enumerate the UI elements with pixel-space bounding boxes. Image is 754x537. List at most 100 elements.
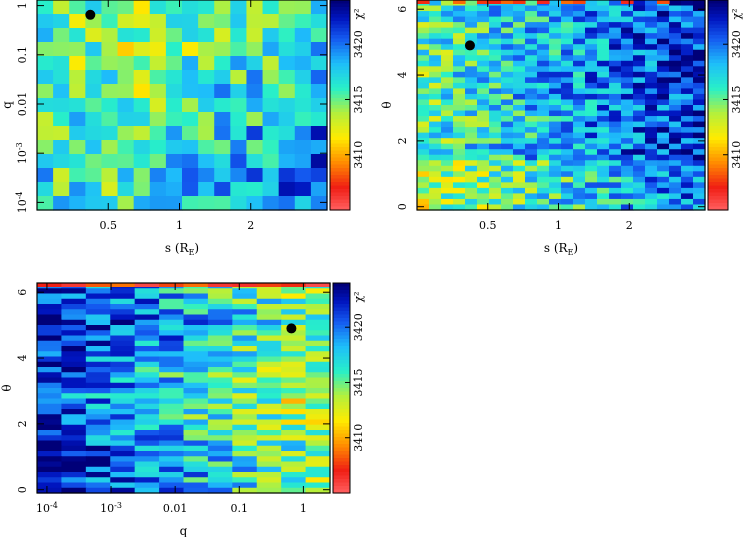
heatmap-cell: [441, 143, 454, 150]
heatmap-cell: [597, 132, 610, 139]
colorbar-segment: [330, 178, 350, 183]
heatmap-cell: [513, 11, 526, 18]
heatmap-cell: [573, 88, 586, 95]
heatmap-cell: [645, 138, 658, 145]
heatmap-cell: [37, 482, 63, 489]
colorbar-segment: [708, 129, 728, 134]
heatmap-cell: [165, 168, 183, 183]
heatmap-cell: [246, 56, 264, 71]
colorbar-segment: [708, 108, 728, 113]
heatmap-cell: [159, 325, 185, 331]
heatmap-cell: [232, 330, 258, 337]
heatmap-cell: [232, 372, 258, 379]
heatmap-cell: [256, 430, 282, 436]
heatmap-cell: [693, 82, 706, 90]
heatmap-cell: [134, 456, 160, 463]
heatmap-cell: [305, 461, 331, 468]
heatmap-cell: [681, 5, 694, 12]
heatmap-cell: [232, 409, 258, 415]
heatmap-cell: [165, 14, 183, 29]
heatmap-cell: [489, 93, 502, 101]
heatmap-cell: [232, 309, 258, 316]
heatmap-cell: [441, 171, 454, 178]
heatmap-cell: [256, 472, 282, 478]
heatmap-cell: [597, 182, 610, 189]
heatmap-cell: [465, 132, 478, 139]
heatmap-cell: [621, 5, 634, 12]
colorbar-segment: [333, 356, 350, 361]
colorbar-segment: [330, 0, 350, 5]
heatmap-cell: [561, 82, 574, 90]
heatmap-cell: [134, 351, 160, 358]
x-axis-label: s (RE): [544, 241, 578, 257]
heatmap-cell: [429, 11, 442, 18]
heatmap-cell: [429, 99, 442, 106]
heatmap-cell: [693, 154, 706, 161]
heatmap-cell: [85, 435, 111, 442]
heatmap-cell: [621, 77, 634, 84]
heatmap-cell: [256, 451, 282, 457]
heatmap-cells: [417, 0, 706, 211]
heatmap-cell: [537, 121, 550, 128]
heatmap-cell: [101, 126, 119, 141]
heatmap-cell: [207, 372, 233, 379]
heatmap-cell: [693, 44, 706, 51]
heatmap-cell: [207, 356, 233, 363]
heatmap-cell: [232, 361, 258, 368]
heatmap-cell: [585, 182, 598, 189]
heatmap-cell: [489, 138, 502, 145]
heatmap-cell: [573, 77, 586, 84]
heatmap-cell: [453, 0, 466, 4]
heatmap-cell: [198, 140, 215, 155]
heatmap-cell: [621, 22, 634, 29]
heatmap-cell: [183, 361, 209, 368]
heatmap-cell: [693, 38, 706, 45]
heatmap-cell: [453, 5, 466, 12]
heatmap-cell: [513, 149, 526, 156]
heatmap-cell: [681, 182, 694, 189]
heatmap-cell: [669, 105, 682, 112]
heatmap-cell: [681, 154, 694, 161]
heatmap-cell: [549, 198, 562, 206]
colorbar-segment: [333, 416, 350, 421]
heatmap-cell: [183, 346, 209, 352]
heatmap-cell: [110, 325, 136, 331]
heatmap-cell: [256, 356, 282, 363]
heatmap-cell: [159, 414, 185, 421]
heatmap-cell: [134, 424, 160, 431]
heatmap-cell: [681, 55, 694, 62]
colorbar-tick-label: 3410: [730, 141, 743, 169]
heatmap-cell: [37, 414, 63, 421]
heatmap-cell: [85, 487, 111, 494]
heatmap-cell: [281, 430, 307, 436]
heatmap-cell: [453, 121, 466, 128]
heatmap-cell: [207, 435, 233, 442]
colorbar-segment: [333, 367, 350, 372]
colorbar-segment: [708, 126, 728, 131]
heatmap-cell: [657, 88, 670, 95]
heatmap-cell: [549, 127, 562, 134]
colorbar-segment: [333, 444, 350, 449]
heatmap-cell: [417, 60, 430, 67]
heatmap-cell: [429, 38, 442, 45]
heatmap-cell: [513, 27, 526, 34]
colorbar-segment: [333, 346, 350, 351]
heatmap-cell: [69, 98, 86, 113]
heatmap-cell: [278, 112, 296, 127]
heatmap-cell: [645, 116, 658, 123]
heatmap-cell: [561, 16, 574, 23]
heatmap-cell: [693, 171, 706, 178]
heatmap-cell: [501, 0, 514, 4]
heatmap-cell: [681, 171, 694, 178]
heatmap-cell: [232, 398, 258, 405]
heatmap-cell: [633, 105, 646, 112]
colorbar-segment: [708, 154, 728, 159]
heatmap-cell: [597, 193, 610, 200]
heatmap-cell: [441, 127, 454, 134]
heatmap-cell: [513, 22, 526, 29]
heatmap-cell: [37, 319, 63, 326]
heatmap-cell: [207, 340, 233, 347]
heatmap-cell: [165, 126, 183, 141]
heatmap-cell: [501, 110, 514, 117]
heatmap-cell: [513, 154, 526, 161]
